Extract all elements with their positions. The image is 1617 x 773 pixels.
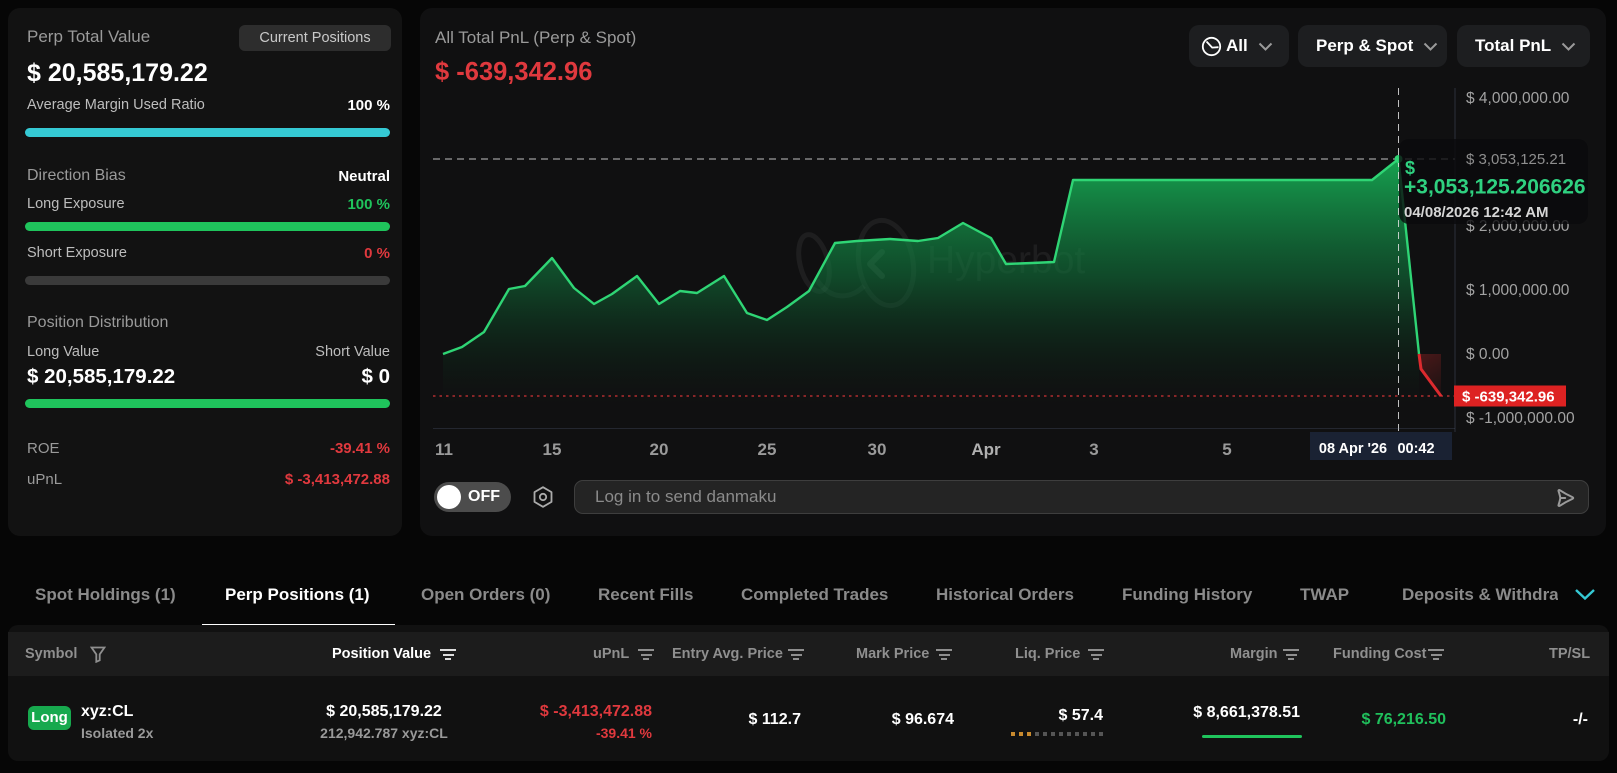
svg-text:$ -639,342.96: $ -639,342.96 [1462,389,1555,406]
svg-text:+3,053,125.206626: +3,053,125.206626 [1404,176,1586,199]
svg-text:04/08/2026 12:42 AM: 04/08/2026 12:42 AM [1404,204,1549,221]
svg-text:$ 1,000,000.00: $ 1,000,000.00 [1466,282,1570,299]
svg-text:$ -1,000,000.00: $ -1,000,000.00 [1466,410,1575,427]
svg-text:Apr: Apr [971,440,1001,459]
svg-text:11: 11 [435,440,453,459]
svg-text:20: 20 [650,440,669,459]
svg-text:00:42: 00:42 [1397,441,1434,457]
svg-text:$ 0.00: $ 0.00 [1466,346,1509,363]
svg-text:08 Apr '26: 08 Apr '26 [1319,441,1387,457]
svg-text:$ 4,000,000.00: $ 4,000,000.00 [1466,90,1570,107]
svg-text:15: 15 [543,440,562,459]
svg-text:25: 25 [758,440,777,459]
svg-text:5: 5 [1222,440,1231,459]
svg-text:30: 30 [868,440,887,459]
svg-text:$ 3,053,125.21: $ 3,053,125.21 [1466,151,1566,168]
svg-text:$: $ [1405,158,1415,178]
svg-text:3: 3 [1089,440,1098,459]
